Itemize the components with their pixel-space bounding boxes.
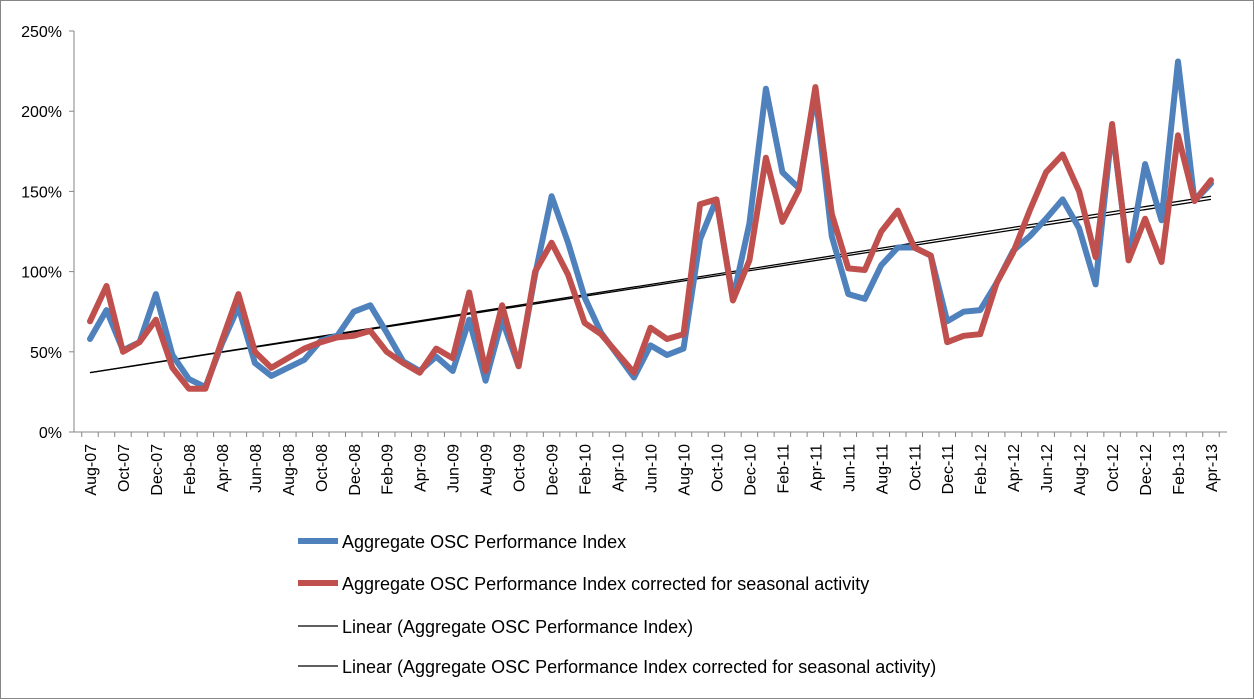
x-tick-label: Dec-10 — [742, 444, 759, 496]
x-tick-label: Aug-08 — [281, 444, 298, 496]
x-tick-label: Feb-12 — [973, 444, 990, 495]
x-tick-label: Jun-12 — [1039, 444, 1056, 493]
x-tick-label: Dec-09 — [545, 444, 562, 496]
x-tick-label: Aug-07 — [83, 444, 100, 496]
axes: 0% 50% 100% 150% 200% 250% Aug-07 Oct-07 Dec-07 F… — [21, 24, 1227, 496]
x-tick-label: Jun-11 — [841, 444, 858, 492]
x-tick-label: Feb-11 — [775, 444, 792, 494]
x-tick-label: Feb-09 — [380, 444, 397, 495]
x-tick-label: Aug-11 — [874, 444, 891, 495]
y-tick-label: 200% — [21, 104, 62, 121]
y-tick-label: 50% — [30, 345, 62, 362]
x-tick-label: Aug-09 — [479, 444, 496, 496]
x-tick-label: Oct-07 — [116, 444, 133, 492]
x-tick-label: Apr-12 — [1006, 444, 1023, 492]
x-tick-label: Jun-09 — [446, 444, 463, 493]
legend-label-1: Aggregate OSC Performance Index correcte… — [342, 574, 869, 594]
y-tick-label: 0% — [39, 425, 62, 442]
y-tick-label: 250% — [21, 24, 62, 41]
x-tick-label: Apr-13 — [1204, 444, 1221, 492]
x-tick-label: Oct-11 — [907, 444, 924, 491]
x-tick-label: Feb-13 — [1171, 444, 1188, 495]
x-tick-label: Dec-11 — [940, 444, 957, 494]
series-line-0 — [87, 58, 1214, 391]
x-tick-label: Apr-10 — [611, 444, 628, 492]
x-tick-label: Jun-10 — [644, 444, 661, 493]
x-tick-label: Oct-10 — [709, 444, 726, 492]
x-tick-label: Jun-08 — [248, 444, 265, 493]
x-tick-label: Oct-08 — [314, 444, 331, 492]
x-tick-label: Apr-09 — [413, 444, 430, 492]
legend-label-2: Linear (Aggregate OSC Performance Index) — [342, 617, 693, 637]
series-line-1 — [87, 84, 1214, 392]
x-tick-label: Dec-08 — [347, 444, 364, 496]
x-tick-label: Dec-12 — [1138, 444, 1155, 496]
x-tick-label: Aug-12 — [1072, 444, 1089, 496]
x-tick-label: Apr-11 — [808, 444, 825, 491]
legend: Aggregate OSC Performance Index Aggregate… — [298, 532, 936, 677]
y-tick-label: 100% — [21, 265, 62, 282]
x-tick-label: Feb-10 — [578, 444, 595, 495]
x-tick-label: Oct-12 — [1105, 444, 1122, 492]
series-lines — [87, 58, 1214, 392]
x-tick-label: Dec-07 — [149, 444, 166, 496]
x-tick-label: Apr-08 — [215, 444, 232, 492]
y-tick-label: 150% — [21, 184, 62, 201]
x-tick-label: Feb-08 — [182, 444, 199, 495]
x-tick-label: Aug-10 — [676, 444, 693, 496]
legend-label-3: Linear (Aggregate OSC Performance Index … — [342, 657, 936, 677]
x-tick-label: Oct-09 — [512, 444, 529, 492]
legend-label-0: Aggregate OSC Performance Index — [342, 532, 626, 552]
